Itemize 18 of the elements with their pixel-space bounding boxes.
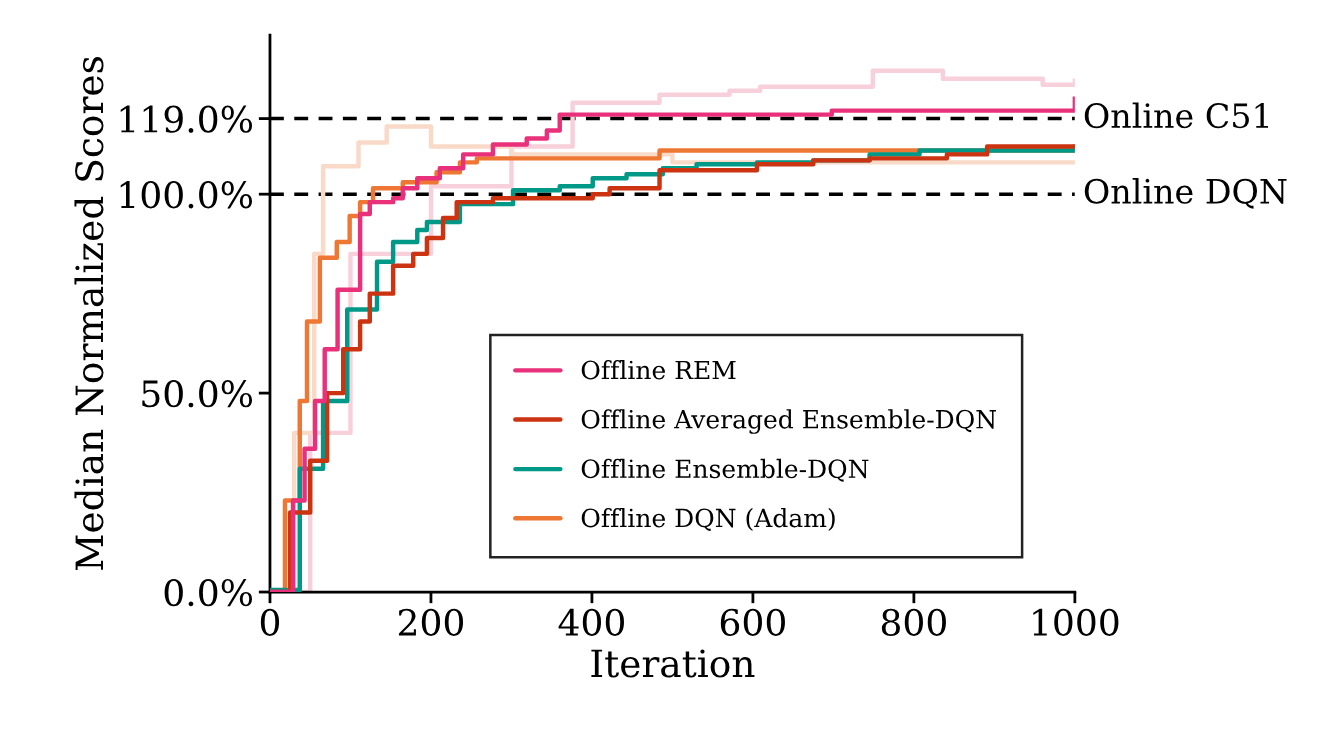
x-axis-title: Iteration	[591, 649, 755, 678]
y-tick-label: 119.0%	[120, 105, 253, 133]
ref-line-label: Online DQN	[1084, 178, 1287, 209]
ref-line-label: Online C51	[1084, 102, 1268, 129]
x-tick-label: 800	[881, 608, 946, 636]
x-tick-label: 0	[260, 608, 280, 636]
x-tick-label: 200	[398, 608, 464, 636]
x-tick-label: 600	[720, 608, 785, 636]
y-axis-title: Median Normalized Scores	[74, 57, 104, 571]
legend-label: Offline Averaged Ensemble-DQN	[581, 409, 996, 434]
y-tick-label: 100.0%	[120, 181, 253, 209]
x-tick-label: 400	[558, 608, 624, 636]
y-tick-label: 0.0%	[164, 578, 253, 607]
y-tick-label: 50.0%	[142, 380, 253, 408]
x-tick-label: 1000	[1033, 608, 1119, 636]
legend-label: Offline REM	[581, 360, 736, 380]
legend-label: Offline DQN (Adam)	[581, 508, 835, 532]
legend-label: Offline Ensemble-DQN	[581, 458, 869, 482]
